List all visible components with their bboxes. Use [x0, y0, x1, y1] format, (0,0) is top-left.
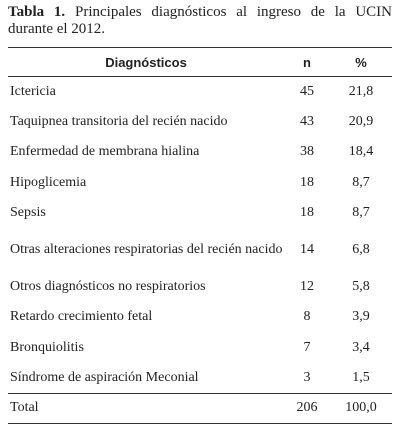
table-row: Otros diagnósticos no respiratorios 12 5,8: [8, 272, 392, 302]
table-row: Ictericia 45 21,8: [8, 77, 392, 107]
diagnosis-cell: Otras alteraciones respiratorias del rec…: [10, 241, 283, 257]
percent-cell: 8,7: [352, 204, 370, 220]
percent-cell: 1,5: [352, 369, 370, 385]
percent-cell: 6,8: [352, 241, 370, 257]
table-row: Enfermedad de membrana hialina 38 18,4: [8, 137, 392, 167]
header-cell: Diagnósticos: [105, 54, 187, 70]
n-cell: 14: [300, 241, 314, 257]
n-cell: 18: [300, 204, 314, 220]
table-row: Retardo crecimiento fetal 8 3,9: [8, 302, 392, 332]
percent-cell: 3,4: [352, 339, 370, 355]
table-row: Síndrome de aspiración Meconial 3 1,5: [8, 363, 392, 393]
table: Diagnósticos n % Ictericia 45 21,8 Taquipne…: [8, 47, 392, 424]
diagnosis-cell: Sepsis: [10, 204, 46, 220]
diagnosis-cell: Retardo crecimiento fetal: [10, 309, 153, 325]
diagnosis-cell: Otros diagnósticos no respiratorios: [10, 279, 206, 295]
n-cell: 45: [300, 83, 314, 99]
table-header: Diagnósticos n %: [8, 47, 392, 77]
diagnosis-cell: Enfermedad de membrana hialina: [10, 144, 200, 160]
header-cell: n: [303, 54, 311, 70]
percent-cell: 18,4: [348, 144, 374, 160]
total-row: Total 206 100,0: [8, 393, 392, 424]
table-footer: Total 206 100,0: [8, 393, 392, 424]
diagnosis-cell: Taquipnea transitoria del recién nacido: [10, 113, 228, 129]
percent-cell: 21,8: [348, 83, 374, 99]
diagnosis-cell: Hipoglicemia: [10, 174, 87, 190]
table-row: Bronquiolitis 7 3,4: [8, 333, 392, 363]
header-cell: %: [355, 54, 367, 70]
percent-cell: 8,7: [352, 174, 370, 190]
diagnosis-cell: Ictericia: [10, 83, 56, 99]
percent-cell: 5,8: [352, 279, 370, 295]
caption: Tabla 1. Principales diagnósticos al ing…: [8, 4, 392, 38]
n-cell: 12: [300, 279, 314, 295]
n-cell: 3: [303, 369, 311, 385]
total-n: 206: [296, 400, 318, 416]
table-body: Ictericia 45 21,8 Taquipnea transitoria del…: [8, 77, 392, 394]
diagnosis-cell: Síndrome de aspiración Meconial: [10, 369, 199, 385]
n-cell: 18: [300, 174, 314, 190]
n-cell: 43: [300, 113, 314, 129]
caption-text: Principales diagnósticos al ingreso de l…: [8, 4, 393, 37]
n-cell: 7: [303, 339, 311, 355]
table-row: Otras alteraciones respiratorias del rec…: [8, 228, 392, 272]
table-row: Taquipnea transitoria del recién nacido 4…: [8, 107, 392, 137]
total-label: Total: [10, 400, 39, 416]
header-row: Diagnósticos n %: [8, 47, 392, 77]
caption-label: Tabla 1.: [8, 4, 66, 20]
percent-cell: 3,9: [352, 309, 370, 325]
diagnosis-cell: Bronquiolitis: [10, 339, 84, 355]
n-cell: 38: [300, 144, 314, 160]
table-row: Sepsis 18 8,7: [8, 198, 392, 228]
total-percent: 100,0: [345, 400, 377, 416]
table-row: Hipoglicemia 18 8,7: [8, 167, 392, 197]
n-cell: 8: [303, 309, 311, 325]
percent-cell: 20,9: [348, 113, 374, 129]
